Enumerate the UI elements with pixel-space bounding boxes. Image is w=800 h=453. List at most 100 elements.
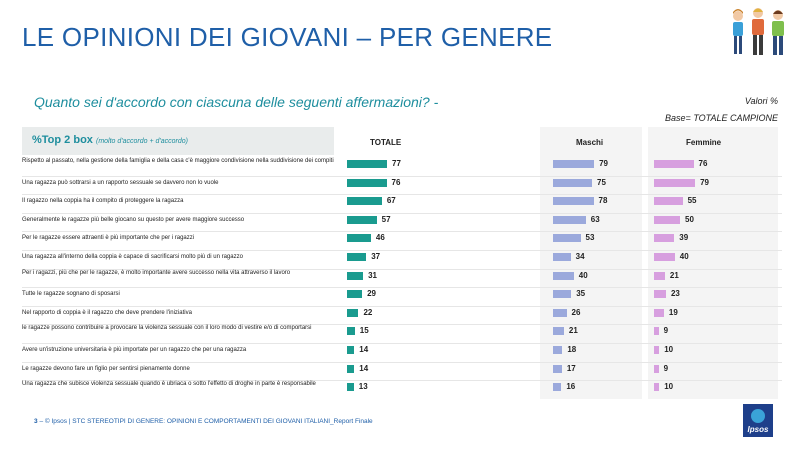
value-label-totale: 67 [386, 196, 396, 206]
row-separator [22, 250, 782, 251]
value-label-totale: 46 [375, 233, 385, 243]
value-label-maschi: 75 [597, 177, 606, 187]
value-label-maschi: 35 [576, 289, 586, 299]
statement-label: Nel rapporto di coppia è il ragazzo che … [22, 309, 192, 316]
value-label-totale: 14 [359, 345, 369, 354]
bar-maschi [553, 290, 572, 299]
bar-maschi [553, 364, 562, 373]
values-unit-note: Valori % [744, 96, 778, 106]
bar-femmine [654, 234, 675, 243]
bar-totale [347, 271, 364, 280]
ipsos-logo: Ipsos [743, 404, 773, 437]
value-label-totale: 29 [367, 289, 376, 299]
statement-label: Generalmente le ragazze più belle giocan… [22, 216, 245, 223]
value-label-totale: 22 [363, 307, 373, 317]
bar-totale [347, 327, 355, 336]
bar-femmine [654, 253, 675, 261]
bar-totale [347, 383, 354, 392]
bar-maschi [553, 178, 592, 187]
bar-totale [347, 160, 388, 168]
value-label-maschi: 17 [566, 363, 576, 373]
value-label-femmine: 79 [700, 177, 709, 187]
bar-totale [347, 364, 355, 373]
students-illustration [733, 8, 784, 55]
value-label-femmine: 40 [679, 252, 689, 261]
bar-femmine [654, 197, 683, 206]
row-separator [22, 231, 782, 233]
value-label-totale: 15 [359, 326, 369, 336]
bar-femmine [654, 327, 659, 336]
statement-label: Una ragazza che subisce violenza sessual… [22, 381, 316, 388]
bar-femmine [654, 383, 660, 392]
value-label-femmine: 19 [668, 307, 678, 317]
value-label-totale: 76 [391, 177, 401, 187]
statement-label: Le ragazze devono fare un figlio per sen… [22, 365, 190, 372]
value-label-maschi: 34 [575, 252, 585, 261]
bar-femmine [654, 308, 664, 317]
value-label-maschi: 63 [590, 214, 600, 224]
page-title: LE OPINIONI DEI GIOVANI – PER GENERE [22, 22, 553, 52]
table-header: %Top 2 box (molto d'accordo + d'accordo) [22, 127, 334, 155]
bar-maschi [553, 271, 574, 280]
student-right [772, 10, 784, 55]
bar-femmine [654, 346, 660, 354]
bar-totale [347, 308, 359, 317]
bar-maschi [553, 383, 562, 392]
sample-base-note: Base= TOTALE CAMPIONE [665, 113, 778, 123]
row-separator [22, 305, 782, 307]
bar-femmine [654, 364, 659, 373]
value-label-femmine: 55 [687, 196, 697, 206]
column-header-femmine: Femmine [686, 138, 722, 147]
row-separator [22, 194, 782, 196]
statement-label: le ragazze possono contribuire a provoca… [22, 325, 312, 332]
column-header-totale: TOTALE [370, 138, 402, 147]
value-label-maschi: 16 [566, 382, 576, 392]
row-separator [22, 343, 782, 344]
page-number: 3 [34, 418, 38, 425]
value-label-maschi: 79 [599, 159, 608, 168]
bar-maschi [553, 346, 563, 354]
row-separator [22, 324, 782, 326]
value-label-maschi: 21 [568, 326, 578, 336]
value-label-femmine: 9 [663, 363, 669, 373]
top2box-sublabel: (molto d'accordo + d'accordo) [95, 138, 188, 145]
value-label-femmine: 39 [679, 233, 689, 243]
row-separator [22, 361, 782, 363]
value-label-femmine: 76 [698, 159, 708, 168]
student-center [752, 8, 764, 55]
bar-maschi [553, 160, 595, 168]
statement-label: Tutte le ragazze sognano di sposarsi [22, 291, 120, 298]
value-label-maschi: 18 [567, 345, 577, 354]
value-label-totale: 37 [371, 252, 381, 261]
value-label-maschi: 26 [571, 307, 581, 317]
value-label-totale: 13 [358, 382, 368, 392]
column-header-maschi: Maschi [576, 138, 604, 147]
bar-totale [347, 253, 367, 261]
row-separator [22, 268, 782, 270]
survey-question: Quanto sei d'accordo con ciascuna delle … [34, 94, 439, 110]
value-label-totale: 77 [392, 159, 401, 168]
row-separator [22, 175, 782, 177]
ipsos-logo-mark [751, 409, 765, 423]
ipsos-logo-text: Ipsos [747, 425, 769, 434]
footer-text: – © Ipsos | STC STEREOTIPI DI GENERE: OP… [39, 418, 373, 425]
row-separator [22, 212, 782, 214]
value-label-maschi: 40 [578, 270, 588, 280]
value-label-totale: 31 [368, 270, 378, 280]
value-label-femmine: 21 [669, 270, 679, 280]
statement-label: Avere un'istruzione universitaria è più … [22, 347, 247, 353]
bar-maschi [553, 327, 564, 336]
statement-label: Una ragazza può sottrarsi a un rapporto … [22, 179, 219, 186]
top2box-label: %Top 2 box [32, 134, 93, 146]
row-separator [22, 287, 782, 289]
value-label-maschi: 78 [598, 196, 608, 206]
bar-femmine [654, 271, 665, 280]
statement-label: Una ragazza all'interno della coppia è c… [22, 254, 243, 260]
top2box-heading: %Top 2 box (molto d'accordo + d'accordo) [32, 134, 188, 146]
bar-maschi [553, 308, 567, 317]
bar-totale [347, 234, 371, 243]
bar-femmine [654, 160, 694, 168]
value-label-femmine: 9 [663, 326, 669, 336]
bar-totale [347, 197, 382, 206]
value-label-totale: 57 [381, 214, 391, 224]
